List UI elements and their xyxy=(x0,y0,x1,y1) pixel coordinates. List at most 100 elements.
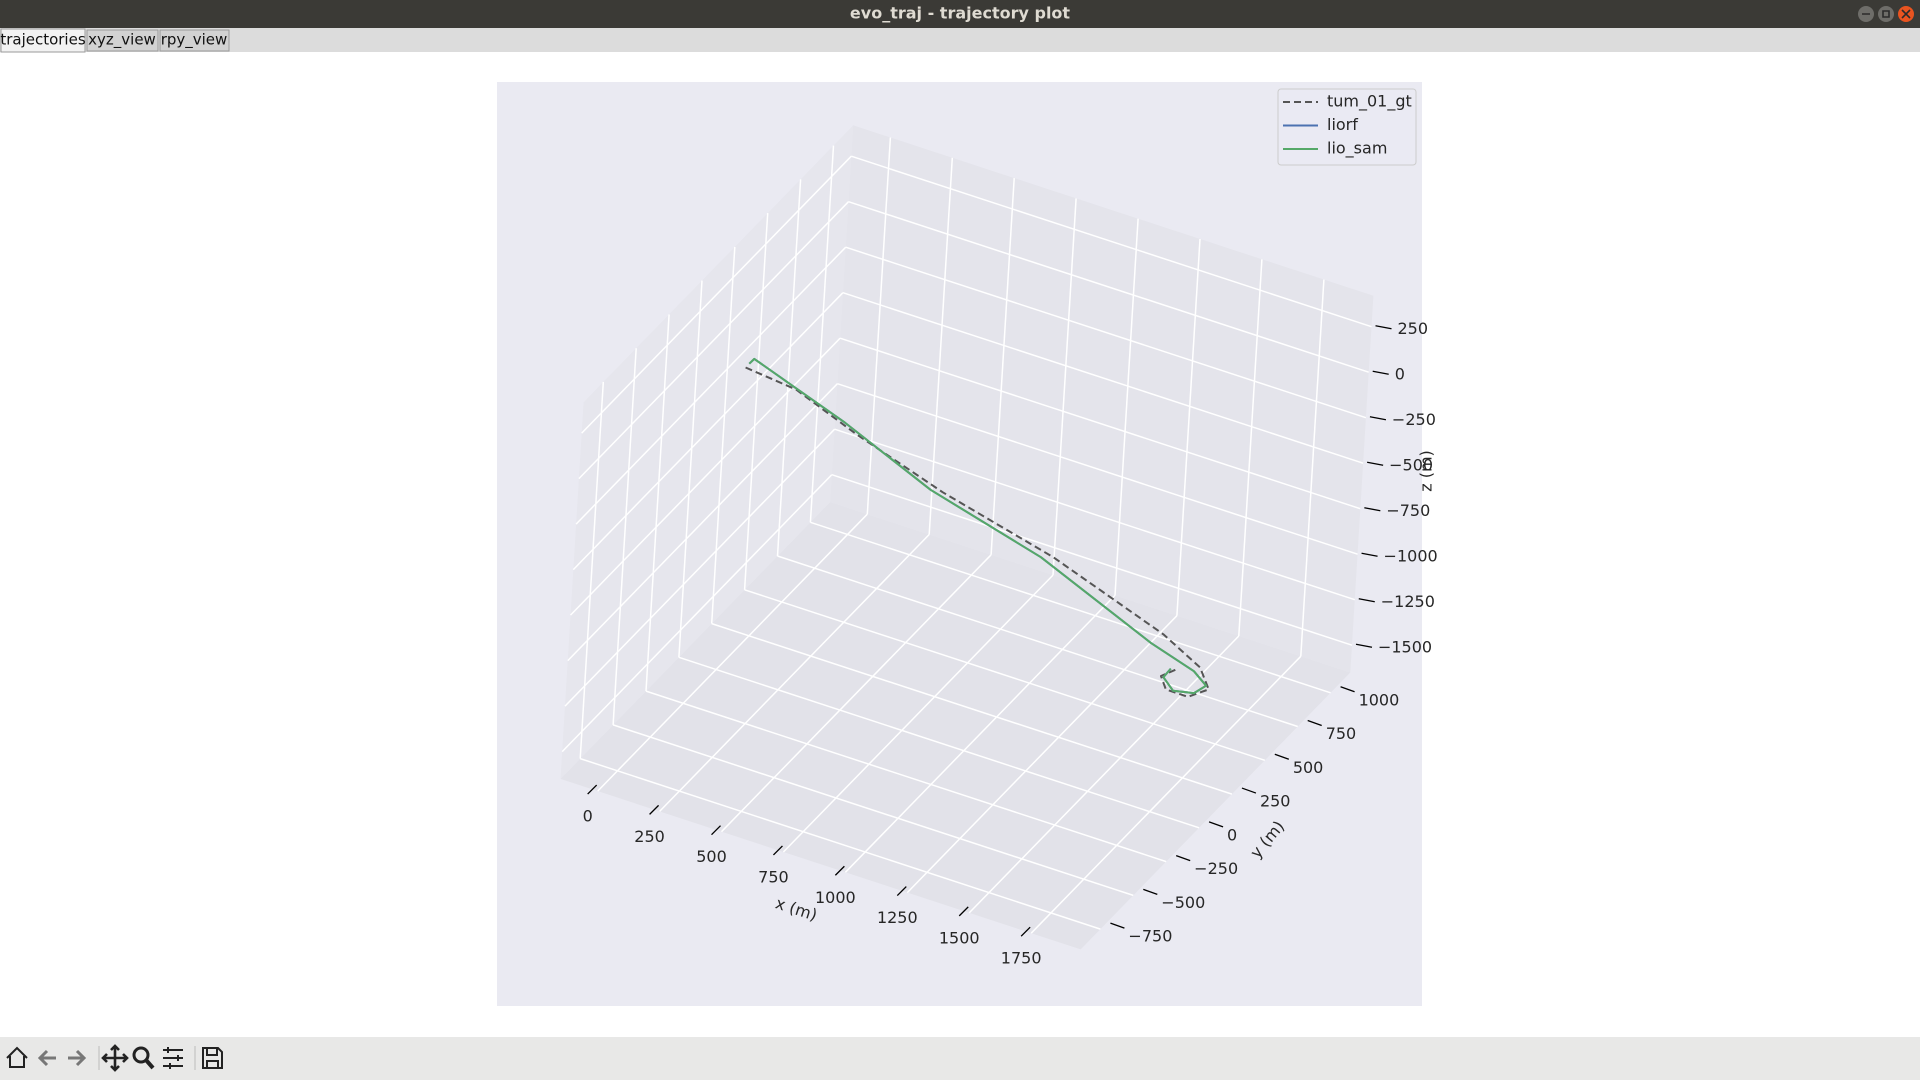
z-tick-label: 250 xyxy=(1398,319,1429,338)
legend-label: tum_01_gt xyxy=(1327,92,1412,112)
toolbar-icons xyxy=(6,1044,223,1072)
grid-line xyxy=(744,589,1266,762)
z-tick xyxy=(1364,507,1381,512)
back-button[interactable] xyxy=(37,1049,56,1067)
tab[interactable] xyxy=(159,29,230,52)
grid-line xyxy=(906,615,1178,894)
z-tick xyxy=(1375,325,1392,330)
legend-label: liorf xyxy=(1327,115,1358,134)
y-tick xyxy=(1110,922,1125,929)
grid-line xyxy=(710,246,736,624)
x-tick xyxy=(649,804,660,815)
grid-line xyxy=(776,179,802,557)
y-tick-label: −500 xyxy=(1161,893,1205,912)
x-tick-label: 1000 xyxy=(815,888,856,907)
y-tick-label: −750 xyxy=(1128,927,1172,946)
grid-line xyxy=(612,724,1134,897)
tab-label[interactable]: rpy_view xyxy=(161,31,228,50)
grid-line xyxy=(990,178,1015,555)
grid-line xyxy=(809,145,835,523)
trajectory-line xyxy=(748,357,1208,695)
tab[interactable] xyxy=(86,29,159,52)
x-tick-label: 500 xyxy=(696,847,727,866)
grid-line xyxy=(597,513,868,792)
grid-line xyxy=(842,291,1364,464)
home-button[interactable] xyxy=(6,1046,28,1068)
z-tick-label: −1500 xyxy=(1378,638,1432,657)
grid-line xyxy=(743,213,769,590)
z-axis-label: z (m) xyxy=(1417,450,1436,492)
legend-label: lio_sam xyxy=(1327,139,1387,159)
maximize-button[interactable] xyxy=(1878,6,1894,22)
trajectory-line xyxy=(745,366,1210,698)
y-tick-label: −250 xyxy=(1194,859,1238,878)
x-tick-label: 250 xyxy=(634,827,665,846)
x-tick-label: 0 xyxy=(583,807,593,826)
pane-floor xyxy=(560,502,1351,950)
y-tick xyxy=(1143,888,1158,895)
z-tick xyxy=(1372,370,1389,375)
legend-box xyxy=(1277,88,1417,166)
y-tick xyxy=(1208,821,1224,828)
grid-line xyxy=(1300,279,1325,657)
pan-button[interactable] xyxy=(101,1044,129,1072)
zoom-handle xyxy=(144,1058,155,1070)
grid-line xyxy=(572,292,844,571)
x-tick-label: 1250 xyxy=(877,908,918,927)
title-bar xyxy=(0,0,1920,28)
grid-line xyxy=(831,473,1353,646)
y-tick xyxy=(1307,719,1322,727)
z-tick xyxy=(1367,461,1384,466)
window-title: evo_traj - trajectory plot xyxy=(850,4,1070,23)
grid-line xyxy=(839,337,1361,510)
grid-line xyxy=(845,246,1367,419)
grid-line xyxy=(711,622,1233,795)
x-tick xyxy=(896,886,907,897)
y-tick xyxy=(1241,787,1257,794)
grid-line xyxy=(866,137,892,515)
z-tick xyxy=(1361,552,1378,557)
pane-left xyxy=(560,125,854,779)
y-tick-label: 750 xyxy=(1326,724,1357,743)
grid-line xyxy=(579,381,605,759)
y-tick-label: 1000 xyxy=(1359,690,1400,709)
zoom-button[interactable] xyxy=(132,1046,150,1064)
configure-button[interactable] xyxy=(163,1047,183,1069)
window-button-icons xyxy=(1862,9,1911,19)
grid-line xyxy=(968,635,1240,914)
forward-button[interactable] xyxy=(68,1049,87,1067)
save-button[interactable] xyxy=(202,1047,223,1069)
grid-line xyxy=(720,554,992,833)
tab[interactable] xyxy=(0,28,86,53)
y-tick xyxy=(1274,753,1290,760)
grid-line xyxy=(645,690,1167,863)
grid-line xyxy=(851,155,1372,328)
grid-line xyxy=(848,200,1369,373)
tab-label[interactable]: trajectories xyxy=(0,31,86,49)
grid-line xyxy=(678,280,703,658)
z-tick-label: −250 xyxy=(1392,410,1436,429)
x-tick xyxy=(1020,926,1031,937)
grid-line xyxy=(581,155,852,434)
grid-line xyxy=(837,382,1358,555)
grid-line xyxy=(928,157,954,535)
y-tick xyxy=(1340,686,1355,693)
grid-line xyxy=(834,428,1356,601)
x-tick xyxy=(711,825,721,836)
tab-label[interactable]: xyz_view xyxy=(88,31,156,50)
pane-back xyxy=(830,125,1374,673)
x-tick xyxy=(772,845,783,856)
x-tick-label: 750 xyxy=(758,867,789,886)
grid-line xyxy=(578,201,850,480)
grid-line xyxy=(782,574,1054,853)
grid-line xyxy=(579,757,1101,930)
grid-line xyxy=(612,348,637,725)
grid-line xyxy=(678,656,1200,829)
x-tick xyxy=(834,865,845,876)
x-tick-label: 1500 xyxy=(939,928,980,947)
x-tick xyxy=(958,906,969,917)
z-tick-label: −1000 xyxy=(1384,547,1438,566)
